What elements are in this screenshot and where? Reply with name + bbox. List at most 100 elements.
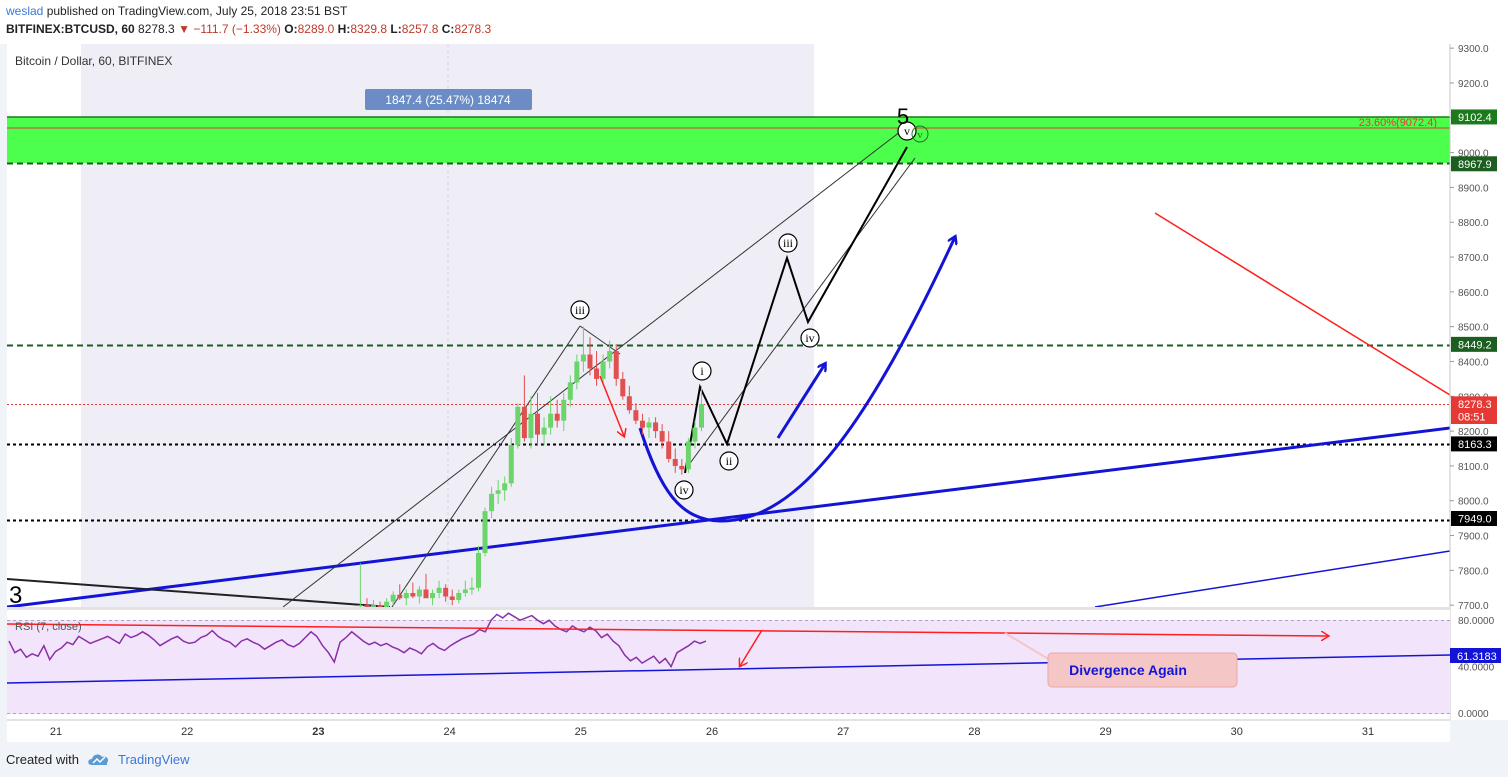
svg-text:7949.0: 7949.0 (1458, 513, 1492, 525)
candle (600, 354, 606, 383)
candle (443, 584, 449, 602)
price-tick-label: 8700.0 (1458, 253, 1489, 264)
price-tick-label: 8100.0 (1458, 462, 1489, 473)
svg-text:08:51: 08:51 (1458, 411, 1486, 423)
candle (456, 589, 462, 604)
publish-text: published on TradingView.com, July 25, 2… (46, 4, 348, 18)
price-tick-label: 9200.0 (1458, 79, 1489, 90)
candle (594, 351, 600, 386)
candle (371, 599, 377, 607)
candle (436, 580, 442, 599)
wave-label-v-alt: v (911, 125, 929, 143)
candle (528, 396, 534, 449)
rsi-current-value: 61.3183 (1457, 651, 1497, 663)
rsi-tick-label: 40.0000 (1458, 663, 1495, 674)
candle (475, 545, 481, 592)
candle (554, 399, 560, 428)
time-label: 27 (837, 726, 849, 738)
rsi-line (8, 612, 707, 669)
red-descending-line (1154, 212, 1450, 396)
wave-5-label: 5 (897, 104, 909, 129)
candle (449, 589, 455, 606)
change-value: −111.7 (−1.33%) (193, 22, 281, 36)
price-tick-label: 9300.0 (1458, 44, 1489, 55)
candle (548, 396, 554, 435)
candle (377, 601, 383, 607)
chart-canvas[interactable]: iii iv i ii iii iv v v 5 3 (0, 0, 1508, 742)
time-label: 28 (968, 726, 980, 738)
candle (403, 589, 409, 606)
blue-projection-curve (638, 237, 955, 523)
time-label: 26 (706, 726, 718, 738)
candle (364, 598, 370, 607)
wave-label-iii-2: iii (778, 233, 798, 253)
channel-top-seg (579, 325, 621, 355)
candle (587, 337, 593, 376)
time-label: 24 (443, 726, 455, 738)
rsi-tick-label: 0.0000 (1458, 709, 1489, 720)
wave-label-iv-1: iv (674, 480, 694, 500)
candle (580, 326, 586, 372)
footer-brand-link[interactable]: TradingView (118, 752, 190, 767)
rsi-current-badge (1450, 648, 1501, 663)
projected-wave-path (684, 146, 908, 474)
time-label: 31 (1362, 726, 1374, 738)
price-tick-label: 7700.0 (1458, 601, 1489, 612)
price-tick-label: 8800.0 (1458, 218, 1489, 229)
candle (357, 563, 363, 607)
candle (495, 479, 501, 505)
close-value: 8278.3 (454, 22, 492, 36)
svg-text:i: i (700, 364, 704, 378)
price-axis-label: 8163.3 (1451, 436, 1497, 452)
svg-text:iv: iv (805, 331, 814, 345)
price-tick-label: 7800.0 (1458, 566, 1489, 577)
candle (508, 438, 514, 487)
rsi-tick-label: 80.0000 (1458, 616, 1495, 627)
price-axis-label: 9102.4 (1451, 109, 1497, 125)
pane-divider[interactable] (7, 607, 1450, 610)
high-value: 8329.8 (350, 22, 388, 36)
price-tick-label: 8500.0 (1458, 323, 1489, 334)
annotation-text: Divergence Again (1069, 662, 1187, 678)
rsi-red-arrow (740, 629, 763, 666)
rsi-red-trendline (7, 623, 1328, 636)
candle (659, 424, 665, 449)
low-label: L: (390, 22, 402, 36)
candle (574, 354, 580, 390)
candle (672, 448, 678, 473)
last-price: 8278.3 (138, 22, 175, 36)
candle (620, 371, 626, 400)
price-axis-label: 08:51 (1451, 408, 1497, 424)
time-axis[interactable] (7, 720, 1450, 742)
candle (633, 403, 639, 425)
measure-badge (365, 89, 532, 110)
low-value: 8257.8 (401, 22, 439, 36)
price-tick-label: 8200.0 (1458, 427, 1489, 438)
price-axis-label: 8278.3 (1451, 396, 1497, 412)
price-labels: 9102.4 8967.9 8449.2 8278.308:51 8163.3 7949.… (1451, 109, 1497, 526)
price-tick-label: 8400.0 (1458, 357, 1489, 368)
wave-label-v: v (897, 121, 917, 141)
fib-label: 23.60%(9072.4) (1359, 117, 1437, 129)
candle (692, 420, 698, 449)
channel-upper-line (282, 127, 906, 607)
candle (410, 582, 416, 599)
open-label: O: (284, 22, 298, 36)
annotation-box (1047, 652, 1238, 688)
candle (469, 577, 475, 595)
black-descending-line (7, 578, 391, 607)
time-label: 21 (50, 726, 62, 738)
candle (535, 392, 541, 446)
wave-label-iii-1: iii (570, 300, 590, 320)
candle (423, 573, 429, 599)
svg-text:ii: ii (726, 454, 733, 468)
candle (639, 413, 645, 435)
svg-text:9102.4: 9102.4 (1458, 112, 1492, 124)
candle (699, 385, 705, 432)
author-link[interactable]: weslad (6, 4, 44, 18)
annotation-pointer (1004, 632, 1051, 661)
candle (626, 385, 632, 414)
candle (384, 598, 390, 607)
wave-label-i: i (692, 361, 712, 381)
candle (502, 476, 508, 501)
